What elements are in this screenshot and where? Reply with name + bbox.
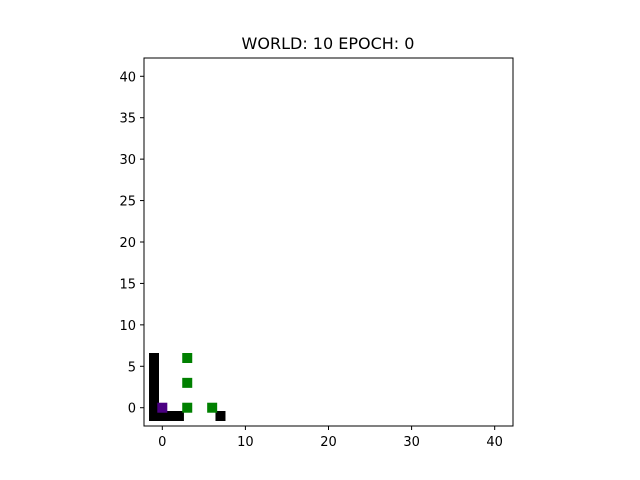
y-tick-label-8: 40 (119, 70, 136, 85)
scatter-point-s0-10 (173, 411, 184, 421)
scatter-point-s1-3 (207, 402, 218, 413)
scatter-point-s0-1 (149, 361, 159, 372)
y-tick-label-5: 25 (119, 195, 136, 210)
scatter-point-s0-3 (149, 377, 159, 388)
scatter-point-s0-0 (149, 353, 159, 363)
scatter-point-s0-2 (149, 369, 159, 380)
y-tick-label-0: 0 (128, 402, 136, 417)
scatter-point-s0-4 (149, 386, 159, 397)
x-tick-label-3: 30 (403, 435, 420, 450)
scatter-point-s1-0 (182, 353, 193, 363)
scatter-point-s2-0 (157, 402, 168, 413)
y-tick-label-1: 5 (128, 360, 136, 375)
y-tick-label-2: 10 (119, 319, 136, 334)
chart-title: WORLD: 10 EPOCH: 0 (242, 34, 415, 53)
data-marks (149, 353, 226, 421)
x-tick-label-4: 40 (486, 435, 503, 450)
scatter-point-s1-2 (182, 402, 193, 413)
plot-frame (143, 57, 514, 427)
scatter-point-s0-11 (215, 411, 226, 421)
y-tick-label-3: 15 (119, 277, 136, 292)
x-axis: 0 10 20 30 40 (158, 426, 503, 450)
scatter-point-s0-8 (157, 411, 168, 421)
x-tick-label-1: 10 (237, 435, 254, 450)
y-tick-label-6: 30 (119, 153, 136, 168)
scatter-point-s0-7 (149, 411, 159, 421)
y-axis: 0 5 10 15 20 25 30 35 40 (119, 70, 144, 417)
x-tick-label-0: 0 (158, 435, 166, 450)
y-tick-label-7: 35 (119, 112, 136, 127)
scatter-point-s0-6 (149, 402, 159, 413)
x-tick-label-2: 20 (320, 435, 337, 450)
scatter-point-s1-1 (182, 377, 193, 388)
scatter-point-s0-9 (165, 411, 176, 421)
y-tick-label-4: 20 (119, 236, 136, 251)
scatter-point-s0-5 (149, 394, 159, 405)
